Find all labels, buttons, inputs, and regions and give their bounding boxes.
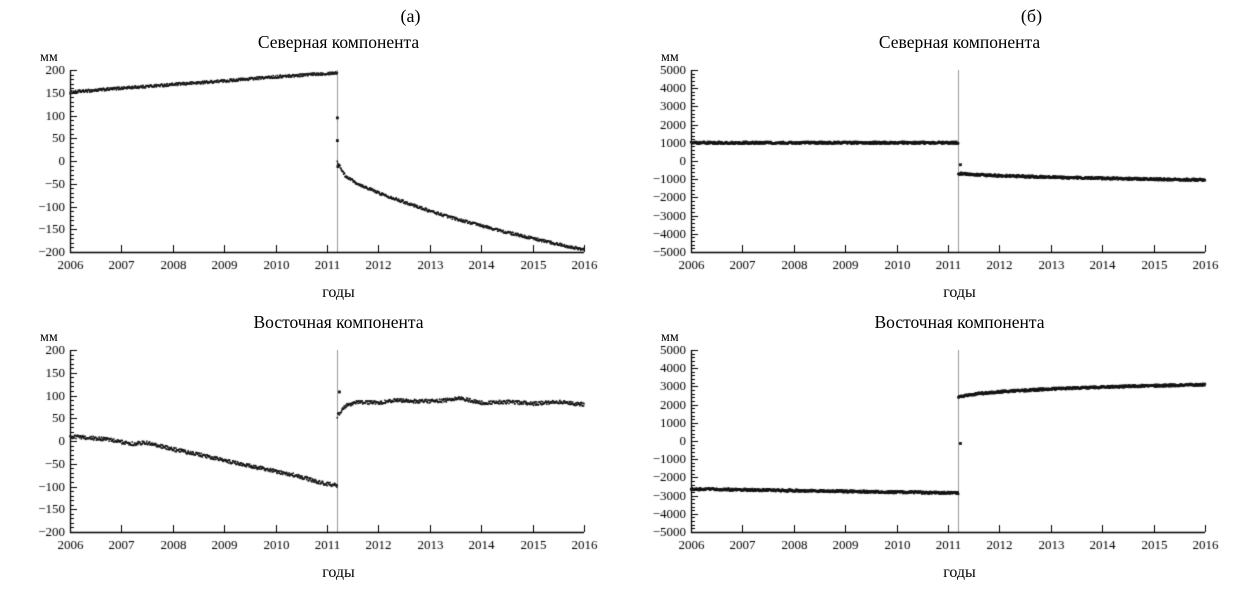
chart-title: Восточная компонента [253,312,424,332]
plot-area: мм [621,50,1242,284]
x-axis-label: годы [943,564,976,581]
y-axis-unit-label: мм [661,330,679,345]
chart-title: Северная компонента [878,32,1041,52]
plot-canvas-north-a [6,54,606,284]
panel-b-label: (б) [1020,6,1043,26]
chart-north-component-a: Северная компонента мм годы [0,30,621,304]
plot-area: мм [0,50,621,284]
chart-north-component-b: Северная компонента мм годы [621,30,1242,304]
chart-title: Восточная компонента [874,312,1045,332]
panel-b: (б) Северная компонента мм годы Восточна… [621,0,1242,600]
panel-a-label: (а) [400,6,421,26]
y-axis-unit-label: мм [40,50,58,65]
plot-canvas-east-b [627,334,1227,564]
plot-canvas-east-a [6,334,606,564]
plot-area: мм [621,330,1242,564]
x-axis-label: годы [322,564,355,581]
chart-east-component-b: Восточная компонента мм годы [621,310,1242,584]
plot-area: мм [0,330,621,564]
y-axis-unit-label: мм [40,330,58,345]
x-axis-label: годы [943,284,976,301]
x-axis-label: годы [322,284,355,301]
chart-east-component-a: Восточная компонента мм годы [0,310,621,584]
plot-canvas-north-b [627,54,1227,284]
chart-title: Северная компонента [257,32,420,52]
panel-a: (а) Северная компонента мм годы Восточна… [0,6,621,584]
y-axis-unit-label: мм [661,50,679,65]
